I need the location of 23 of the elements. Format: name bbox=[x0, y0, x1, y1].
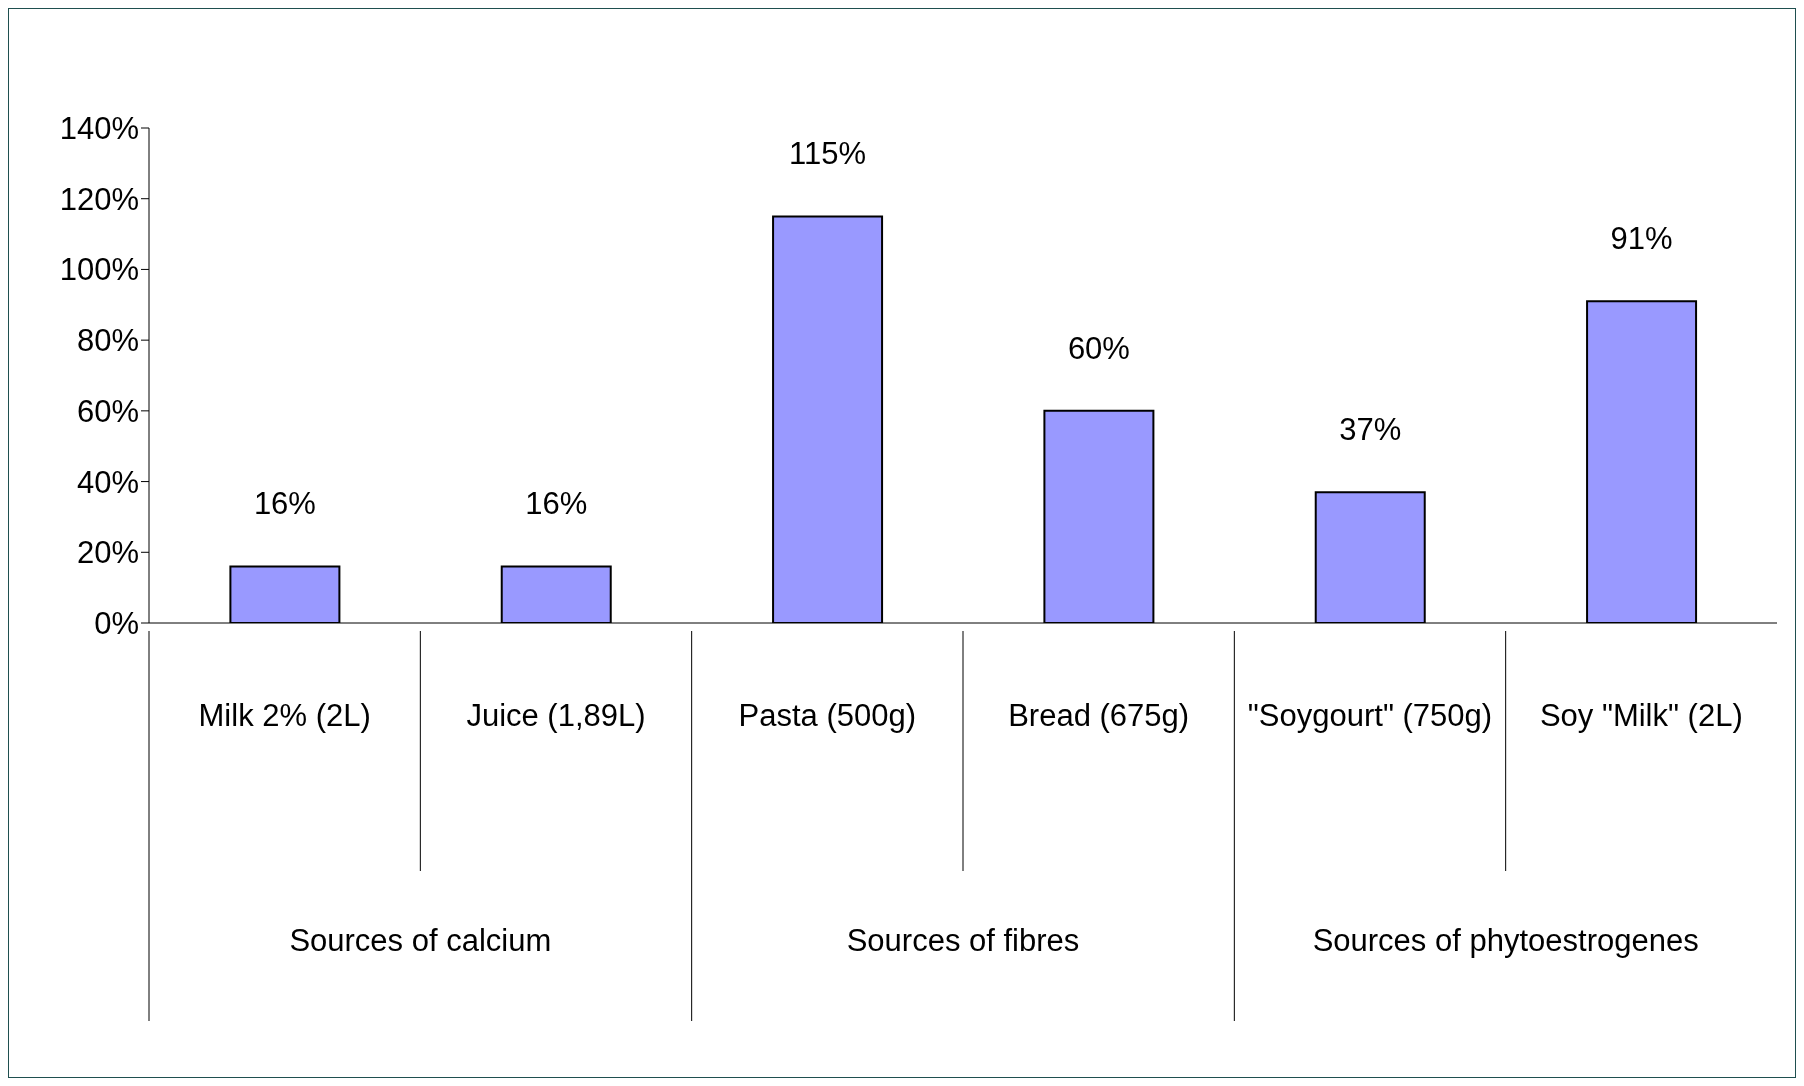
data-label: 60% bbox=[1067, 330, 1130, 366]
x-tick-label: Juice (1,89L) bbox=[466, 698, 646, 733]
y-tick-label: 40% bbox=[76, 464, 139, 500]
y-tick-label: 20% bbox=[76, 535, 139, 571]
y-tick-label: 140% bbox=[59, 111, 139, 147]
data-label: 16% bbox=[525, 486, 588, 522]
x-tick-label: Soy "Milk" (2L) bbox=[1539, 698, 1743, 733]
source-note: Sources of calcium bbox=[289, 923, 552, 958]
y-tick-label: 0% bbox=[94, 606, 139, 642]
x-tick-label: Pasta (500g) bbox=[738, 698, 917, 733]
source-note: Sources of fibres bbox=[846, 923, 1080, 958]
y-tick-label: 60% bbox=[76, 393, 139, 429]
data-label: 115% bbox=[789, 136, 867, 172]
y-tick-label: 80% bbox=[76, 323, 139, 359]
data-label: 37% bbox=[1339, 412, 1402, 448]
x-tick-label: Milk 2% (2L) bbox=[198, 698, 371, 733]
y-tick-label: 120% bbox=[59, 181, 139, 217]
source-note: Sources of phytoestrogenes bbox=[1312, 923, 1699, 958]
data-label: 91% bbox=[1610, 221, 1673, 257]
y-tick-label: 100% bbox=[59, 252, 139, 288]
data-label: 16% bbox=[253, 486, 316, 522]
x-tick-label: "Soygourt" (750g) bbox=[1247, 698, 1493, 733]
x-tick-label: Bread (675g) bbox=[1008, 698, 1190, 733]
